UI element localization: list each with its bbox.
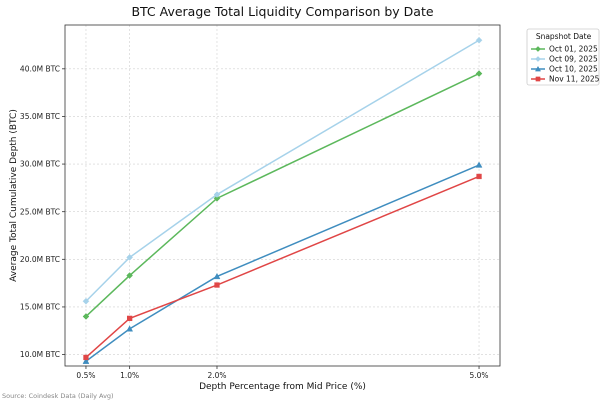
legend-item: Nov 11, 2025 — [531, 75, 600, 84]
data-point-diamond — [82, 297, 90, 305]
y-tick-label: 35.0M BTC — [20, 112, 60, 121]
data-point-triangle — [126, 325, 134, 332]
tick-layer: 10.0M BTC 15.0M BTC 20.0M BTC 25.0M BTC 30.0… — [20, 64, 489, 380]
y-tick-label: 10.0M BTC — [20, 350, 60, 359]
data-point-square — [476, 173, 482, 180]
data-point-diamond — [126, 254, 133, 261]
data-point-diamond — [535, 46, 541, 52]
y-tick-label: 20.0M BTC — [20, 255, 60, 264]
legend-label: Oct 01, 2025 — [549, 45, 598, 54]
series-layer — [82, 36, 483, 364]
y-tick-label: 30.0M BTC — [20, 160, 60, 169]
data-point-square — [126, 315, 133, 322]
data-point-triangle — [475, 161, 483, 168]
data-point-diamond — [213, 191, 221, 198]
x-tick-label: 2.0% — [207, 371, 226, 380]
data-point-diamond — [82, 313, 90, 320]
data-point-diamond — [475, 36, 483, 44]
y-tick-label: 15.0M BTC — [20, 303, 60, 312]
x-axis-title: Depth Percentage from Mid Price (%) — [199, 382, 366, 392]
series-4 — [83, 173, 482, 361]
series-line — [85, 164, 480, 362]
legend-box — [526, 28, 600, 86]
data-point-diamond — [475, 70, 483, 77]
legend-item: Oct 10, 2025 — [531, 65, 598, 74]
series-line — [85, 175, 480, 358]
y-axis-title: Average Total Cumulative Depth (BTC) — [9, 109, 19, 282]
legend-label: Oct 09, 2025 — [549, 55, 598, 64]
x-tick-label: 1.0% — [120, 371, 139, 380]
y-tick-label: 25.0M BTC — [20, 207, 60, 216]
y-tick-label: 40.0M BTC — [20, 64, 60, 73]
legend-item: Oct 09, 2025 — [531, 55, 598, 64]
data-point-diamond — [213, 195, 221, 202]
chart-title: BTC Average Total Liquidity Comparison b… — [131, 4, 433, 19]
grid — [65, 25, 500, 366]
x-tick-label: 5.0% — [470, 371, 489, 380]
data-point-triangle — [213, 272, 221, 280]
series-3 — [82, 161, 483, 364]
series-1 — [82, 70, 483, 320]
data-point-square — [214, 282, 220, 288]
data-point-diamond — [126, 272, 133, 279]
series-line — [85, 72, 480, 318]
plot-frame — [64, 24, 501, 367]
legend-title: Snapshot Date — [536, 32, 592, 41]
legend-item: Oct 01, 2025 — [531, 45, 598, 54]
series-line — [85, 39, 480, 302]
data-point-square — [535, 76, 541, 82]
data-point-triangle — [82, 357, 90, 364]
x-tick-label: 0.5% — [76, 371, 95, 380]
source-note: Source: Coindesk Data (Daily Avg) — [2, 392, 114, 400]
data-point-diamond — [535, 56, 541, 62]
legend-label: Nov 11, 2025 — [549, 75, 600, 84]
legend-label: Oct 10, 2025 — [549, 65, 598, 74]
data-point-triangle — [534, 65, 542, 72]
series-2 — [82, 36, 483, 305]
data-point-square — [83, 354, 89, 361]
